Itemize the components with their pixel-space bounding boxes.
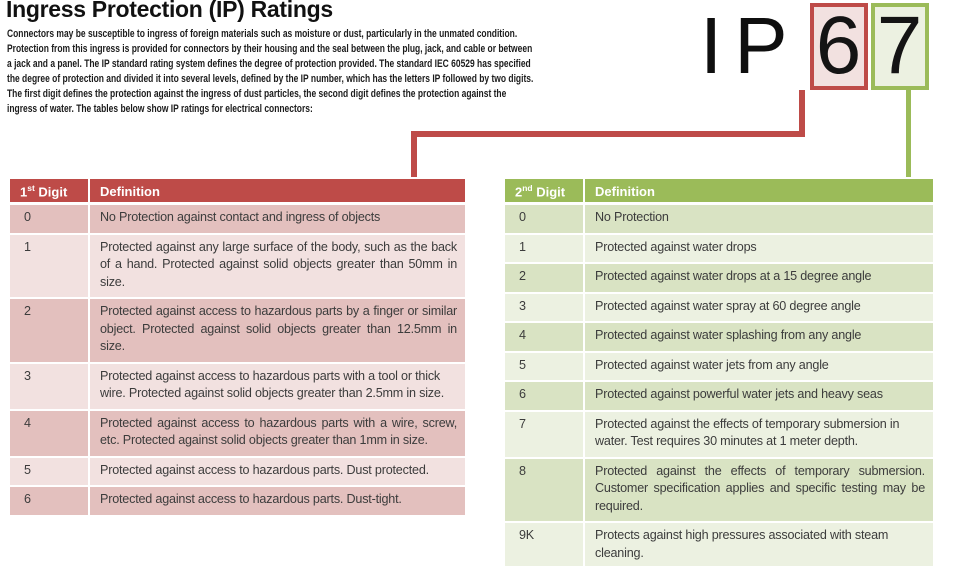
definition-cell: Protected against access to hazardous pa… (88, 485, 467, 517)
definition-cell: Protected against the effects of tempora… (583, 456, 935, 524)
table-row: 3 Protected against access to hazardous p… (8, 361, 467, 411)
definition-column-header: Definition (583, 177, 935, 206)
table-row: 5 Protected against access to hazardous p… (8, 455, 467, 488)
table-row: 0 No Protection against contact and ingre… (8, 202, 467, 235)
table-row: 1 Protected against any large surface of … (8, 232, 467, 300)
ip-letter-i: I (700, 1, 723, 90)
second-digit-table-header-row: 2nd Digit Definition (503, 177, 935, 206)
definition-cell: Protected against the effects of tempora… (583, 409, 935, 459)
first-digit-column-header: 1st Digit (8, 177, 90, 206)
digit-cell: 2 (503, 262, 585, 294)
definition-cell: Protected against access to hazardous pa… (88, 361, 467, 411)
digit-cell: 2 (8, 297, 90, 364)
definition-cell: Protected against any large surface of t… (88, 232, 467, 300)
definition-cell: Protected against access to hazardous pa… (88, 455, 467, 488)
table-row: 8 Protected against the effects of tempor… (503, 456, 935, 524)
page-title: Ingress Protection (IP) Ratings (6, 0, 333, 22)
digit-cell: 0 (8, 202, 90, 235)
definition-cell: Protected against access to hazardous pa… (88, 408, 467, 458)
digit-cell: 8 (503, 456, 585, 524)
definition-cell: Protects against high pressures associat… (583, 521, 935, 566)
digit-cell: 5 (8, 455, 90, 488)
table-row: 2 Protected against water drops at a 15 d… (503, 262, 935, 294)
definition-column-header: Definition (88, 177, 467, 206)
table-row: 0 No Protection (503, 202, 935, 235)
ip-letter-p: P (734, 1, 788, 90)
table-row: 1 Protected against water drops (503, 232, 935, 265)
first-digit-connector-from-box (799, 90, 805, 135)
second-digit-column-header: 2nd Digit (503, 177, 585, 206)
second-digit-box: 7 (870, 2, 929, 90)
digit-cell: 7 (503, 409, 585, 459)
first-digit-value: 6 (815, 2, 862, 90)
definition-cell: Protected against access to hazardous pa… (88, 297, 467, 364)
first-digit-connector-to-table (411, 131, 417, 177)
definition-cell: No Protection against contact and ingres… (88, 202, 467, 235)
definition-cell: Protected against water jets from any an… (583, 350, 935, 383)
table-row: 2 Protected against access to hazardous p… (8, 297, 467, 364)
digit-cell: 3 (503, 291, 585, 324)
digit-cell: 4 (503, 321, 585, 353)
table-row: 4 Protected against access to hazardous p… (8, 408, 467, 458)
digit-cell: 5 (503, 350, 585, 383)
definition-cell: Protected against water splashing from a… (583, 321, 935, 353)
first-digit-table: 1st Digit Definition 0 No Protection agai… (8, 177, 467, 517)
digit-cell: 1 (8, 232, 90, 300)
digit-cell: 6 (8, 485, 90, 517)
digit-cell: 3 (8, 361, 90, 411)
ip-rating-badge: I P 6 7 (700, 2, 929, 90)
second-digit-table: 2nd Digit Definition 0 No Protection 1 Pro… (503, 177, 935, 566)
first-digit-table-header-row: 1st Digit Definition (8, 177, 467, 206)
definition-cell: Protected against powerful water jets an… (583, 380, 935, 412)
table-row: 9K Protects against high pressures associ… (503, 521, 935, 566)
definition-cell: No Protection (583, 202, 935, 235)
intro-paragraph: Connectors may be susceptible to ingress… (7, 28, 534, 115)
digit-cell: 4 (8, 408, 90, 458)
digit-cell: 1 (503, 232, 585, 265)
digit-cell: 9K (503, 521, 585, 566)
first-digit-box: 6 (809, 2, 868, 90)
definition-cell: Protected against water drops (583, 232, 935, 265)
table-row: 4 Protected against water splashing from … (503, 321, 935, 353)
definition-cell: Protected against water drops at a 15 de… (583, 262, 935, 294)
table-row: 5 Protected against water jets from any a… (503, 350, 935, 383)
first-digit-connector-horizontal (411, 131, 805, 137)
table-row: 3 Protected against water spray at 60 deg… (503, 291, 935, 324)
second-digit-value: 7 (876, 2, 923, 90)
digit-cell: 0 (503, 202, 585, 235)
definition-cell: Protected against water spray at 60 degr… (583, 291, 935, 324)
table-row: 7 Protected against the effects of tempor… (503, 409, 935, 459)
table-row: 6 Protected against powerful water jets a… (503, 380, 935, 412)
second-digit-connector (906, 88, 911, 177)
digit-cell: 6 (503, 380, 585, 412)
table-row: 6 Protected against access to hazardous p… (8, 485, 467, 517)
